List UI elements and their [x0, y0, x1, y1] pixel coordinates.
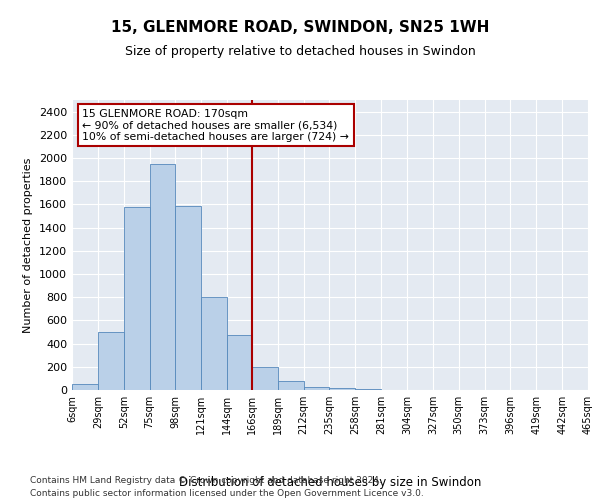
Bar — [227, 336, 252, 390]
Text: Contains public sector information licensed under the Open Government Licence v3: Contains public sector information licen… — [30, 488, 424, 498]
Bar — [124, 206, 149, 390]
Bar — [278, 380, 304, 390]
Bar — [329, 388, 355, 390]
Text: 15 GLENMORE ROAD: 170sqm
← 90% of detached houses are smaller (6,534)
10% of sem: 15 GLENMORE ROAD: 170sqm ← 90% of detach… — [82, 108, 349, 142]
Y-axis label: Number of detached properties: Number of detached properties — [23, 158, 34, 332]
Bar — [149, 164, 175, 390]
Text: 15, GLENMORE ROAD, SWINDON, SN25 1WH: 15, GLENMORE ROAD, SWINDON, SN25 1WH — [111, 20, 489, 35]
Text: Contains HM Land Registry data © Crown copyright and database right 2024.: Contains HM Land Registry data © Crown c… — [30, 476, 382, 485]
Bar — [201, 297, 227, 390]
X-axis label: Distribution of detached houses by size in Swindon: Distribution of detached houses by size … — [179, 476, 481, 489]
Bar — [304, 386, 329, 390]
Bar — [98, 332, 124, 390]
Bar — [175, 206, 201, 390]
Text: Size of property relative to detached houses in Swindon: Size of property relative to detached ho… — [125, 45, 475, 58]
Bar — [72, 384, 98, 390]
Bar — [252, 368, 278, 390]
